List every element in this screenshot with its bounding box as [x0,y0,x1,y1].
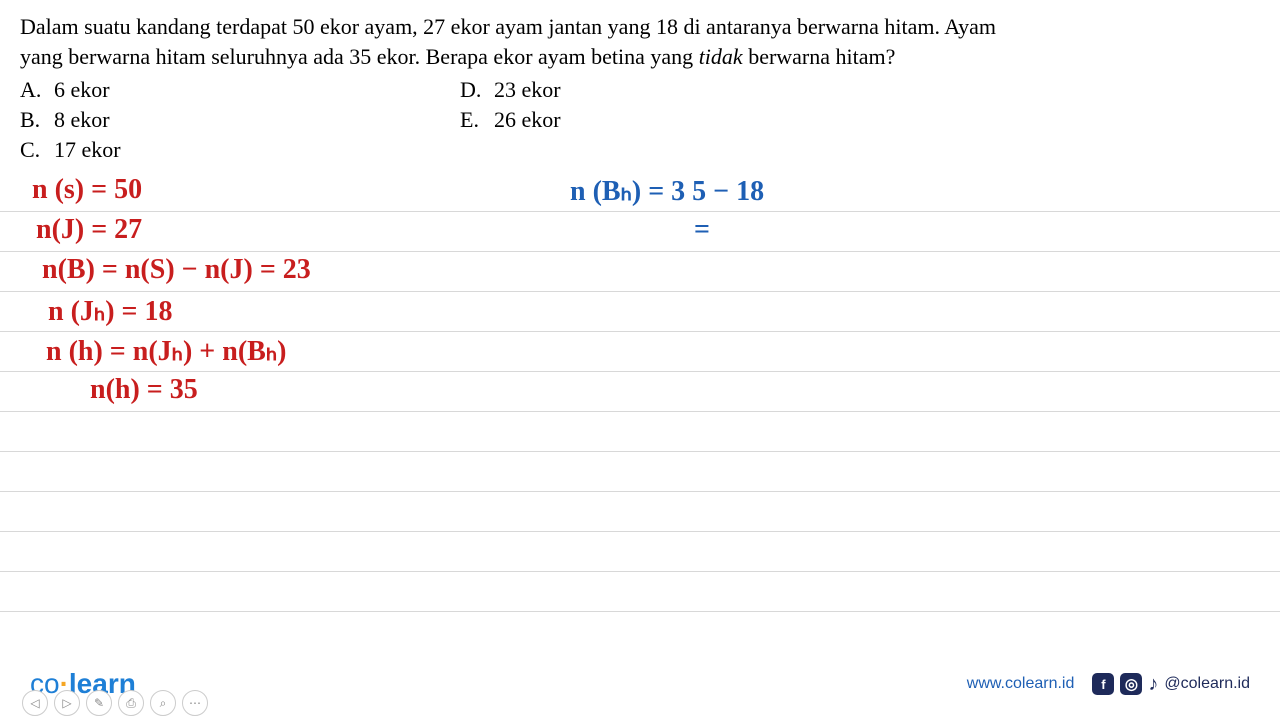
ruled-line [0,532,1280,572]
question-text: Dalam suatu kandang terdapat 50 ekor aya… [20,12,1260,71]
question-line-2-post: berwarna hitam? [743,44,896,69]
option-c-text: 17 ekor [54,135,121,165]
control-button[interactable]: ⌕ [150,690,176,716]
handwriting-blue: n (Bₕ) = 3 5 − 18 [570,174,764,208]
facebook-icon[interactable]: f [1092,673,1114,695]
ruled-line [0,572,1280,612]
work-area: n (s) = 50 n(J) = 27 n(B) = n(S) − n(J) = … [0,172,1280,612]
handwriting-red: n (s) = 50 [32,174,142,206]
question-italic: tidak [699,44,743,69]
playback-controls: ◁▷✎⎙⌕⋯ [22,690,208,716]
option-a-label: A. [20,75,54,105]
control-button[interactable]: ⋯ [182,690,208,716]
option-d-text: 23 ekor [494,75,561,105]
ruled-line [0,412,1280,452]
option-b-label: B. [20,105,54,135]
handwriting-red: n(B) = n(S) − n(J) = 23 [42,254,311,286]
options-right-column: D. 23 ekor E. 26 ekor [460,75,561,164]
question-line-1: Dalam suatu kandang terdapat 50 ekor aya… [20,14,996,39]
control-button[interactable]: ▷ [54,690,80,716]
options-container: A. 6 ekor B. 8 ekor C. 17 ekor D. 23 eko… [20,75,1260,164]
option-c[interactable]: C. 17 ekor [20,135,460,165]
control-button[interactable]: ⎙ [118,690,144,716]
handwriting-red: n(J) = 27 [36,214,142,246]
instagram-icon[interactable]: ◎ [1120,673,1142,695]
handwriting-red: n (Jₕ) = 18 [48,294,173,328]
question-block: Dalam suatu kandang terdapat 50 ekor aya… [0,0,1280,164]
option-d[interactable]: D. 23 ekor [460,75,561,105]
social-handle: @colearn.id [1164,675,1250,693]
control-button[interactable]: ✎ [86,690,112,716]
option-e[interactable]: E. 26 ekor [460,105,561,135]
option-b[interactable]: B. 8 ekor [20,105,460,135]
option-e-label: E. [460,105,494,135]
website-link[interactable]: www.colearn.id [967,675,1075,693]
option-a[interactable]: A. 6 ekor [20,75,460,105]
handwriting-blue: = [694,214,710,246]
question-line-2-pre: yang berwarna hitam seluruhnya ada 35 ek… [20,44,699,69]
option-d-label: D. [460,75,494,105]
ruled-line [0,452,1280,492]
socials: f ◎ ♪ @colearn.id [1092,673,1250,696]
footer-right: www.colearn.id f ◎ ♪ @colearn.id [967,673,1250,696]
tiktok-icon[interactable]: ♪ [1148,673,1158,696]
option-a-text: 6 ekor [54,75,110,105]
ruled-line [0,212,1280,252]
ruled-line [0,492,1280,532]
control-button[interactable]: ◁ [22,690,48,716]
handwriting-red: n (h) = n(Jₕ) + n(Bₕ) [46,334,286,368]
ruled-line [0,292,1280,332]
option-b-text: 8 ekor [54,105,110,135]
option-c-label: C. [20,135,54,165]
option-e-text: 26 ekor [494,105,561,135]
options-left-column: A. 6 ekor B. 8 ekor C. 17 ekor [20,75,460,164]
handwriting-red: n(h) = 35 [90,374,198,406]
